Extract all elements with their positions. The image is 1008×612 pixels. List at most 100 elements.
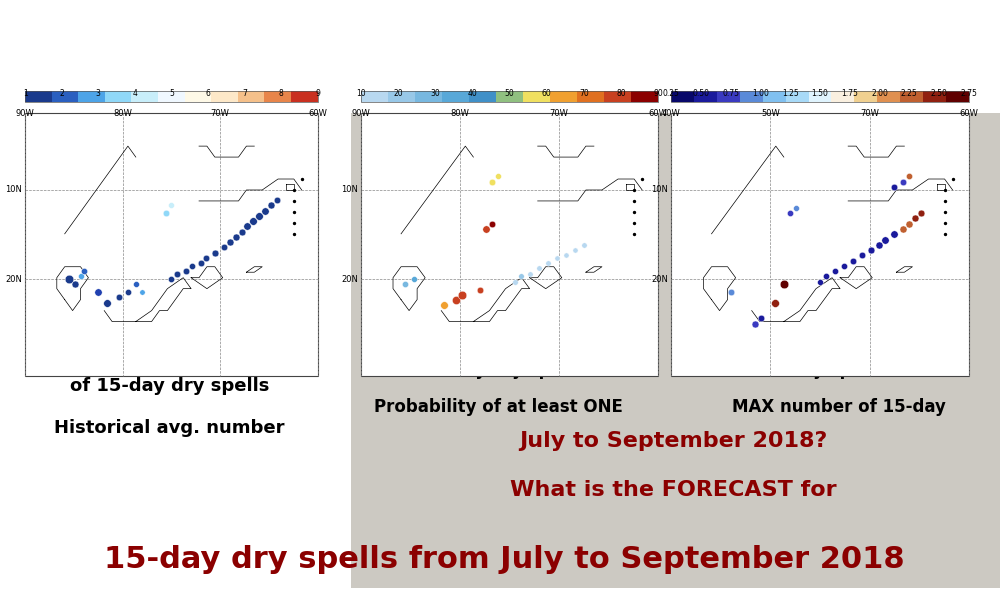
Point [531,264,547,274]
Bar [158,91,184,102]
Point [228,232,244,242]
Bar [671,113,969,376]
Text: 50: 50 [505,89,514,98]
Bar [832,91,855,102]
Text: 2.75: 2.75 [961,89,977,98]
Point [507,277,523,286]
Bar [442,91,469,102]
Point [836,261,852,271]
Point [936,185,953,195]
Text: 10N: 10N [651,185,668,194]
Text: 4: 4 [132,89,137,98]
Point [776,279,792,289]
Text: 1.25: 1.25 [782,89,798,98]
Point [245,216,261,226]
Point [895,224,911,234]
Point [183,261,200,271]
Point [128,279,144,289]
Point [907,214,923,223]
Bar [291,91,318,102]
Text: 60: 60 [542,89,551,98]
Point [522,269,538,278]
Point [863,245,879,255]
Bar [578,91,604,102]
Point [163,200,179,210]
Text: 2: 2 [59,89,65,98]
Text: 50W: 50W [761,109,780,118]
Text: 2.00: 2.00 [871,89,888,98]
Point [788,203,804,213]
Point [877,234,893,244]
Text: 1.50: 1.50 [811,89,829,98]
Bar [550,91,578,102]
Text: 60W: 60W [960,109,978,118]
Text: 70W: 70W [211,109,230,118]
Point [540,258,556,268]
Text: 0.50: 0.50 [692,89,710,98]
Text: 20N: 20N [341,275,358,283]
Point [845,256,861,266]
Point [67,279,83,289]
Text: July to September 2018?: July to September 2018? [519,431,828,450]
Bar [131,91,158,102]
Text: 30: 30 [430,89,440,98]
Point [448,295,464,305]
Point [436,300,453,310]
Bar [695,91,717,102]
Point [626,185,642,195]
Bar [469,91,496,102]
Text: 6: 6 [206,89,211,98]
Bar [523,91,550,102]
Point [752,313,769,323]
Text: 15-day dry spells from July to September 2018: 15-day dry spells from July to September… [104,545,904,575]
Point [513,272,529,282]
Point [812,277,829,286]
Point [886,182,902,192]
Bar [604,91,631,102]
Point [285,185,301,195]
Point [111,293,127,302]
Bar [631,91,658,102]
Point [268,195,284,205]
Bar [25,91,51,102]
Bar [264,91,291,102]
Text: 70W: 70W [549,109,569,118]
Point [626,207,642,217]
Point [817,272,834,282]
Bar [361,91,388,102]
Text: 1.75: 1.75 [842,89,858,98]
Point [913,208,929,218]
Text: 20N: 20N [651,275,668,283]
Point [944,174,961,184]
Point [60,274,77,284]
Point [199,253,215,263]
Text: 10N: 10N [5,185,22,194]
Text: 1.00: 1.00 [752,89,769,98]
Text: 1: 1 [23,89,27,98]
Point [157,208,173,218]
Point [871,240,887,250]
Point [936,196,953,206]
Point [827,266,843,276]
Text: What is the FORECAST for: What is the FORECAST for [510,480,837,499]
Point [549,253,565,263]
Text: 70W: 70W [860,109,879,118]
Text: 10N: 10N [341,185,358,194]
Point [285,218,301,228]
Text: 0.25: 0.25 [663,89,679,98]
Bar [671,91,969,102]
Point [222,237,238,247]
Point [234,226,250,236]
Point [239,222,255,231]
Bar [808,91,832,102]
Text: 70: 70 [579,89,589,98]
Text: MAX number of 15-day: MAX number of 15-day [732,398,946,416]
Point [73,272,89,282]
Point [91,287,106,297]
Point [163,274,179,284]
Text: 80: 80 [616,89,626,98]
Bar [740,91,763,102]
Bar [361,91,658,102]
Point [936,218,953,228]
Point [626,229,642,239]
